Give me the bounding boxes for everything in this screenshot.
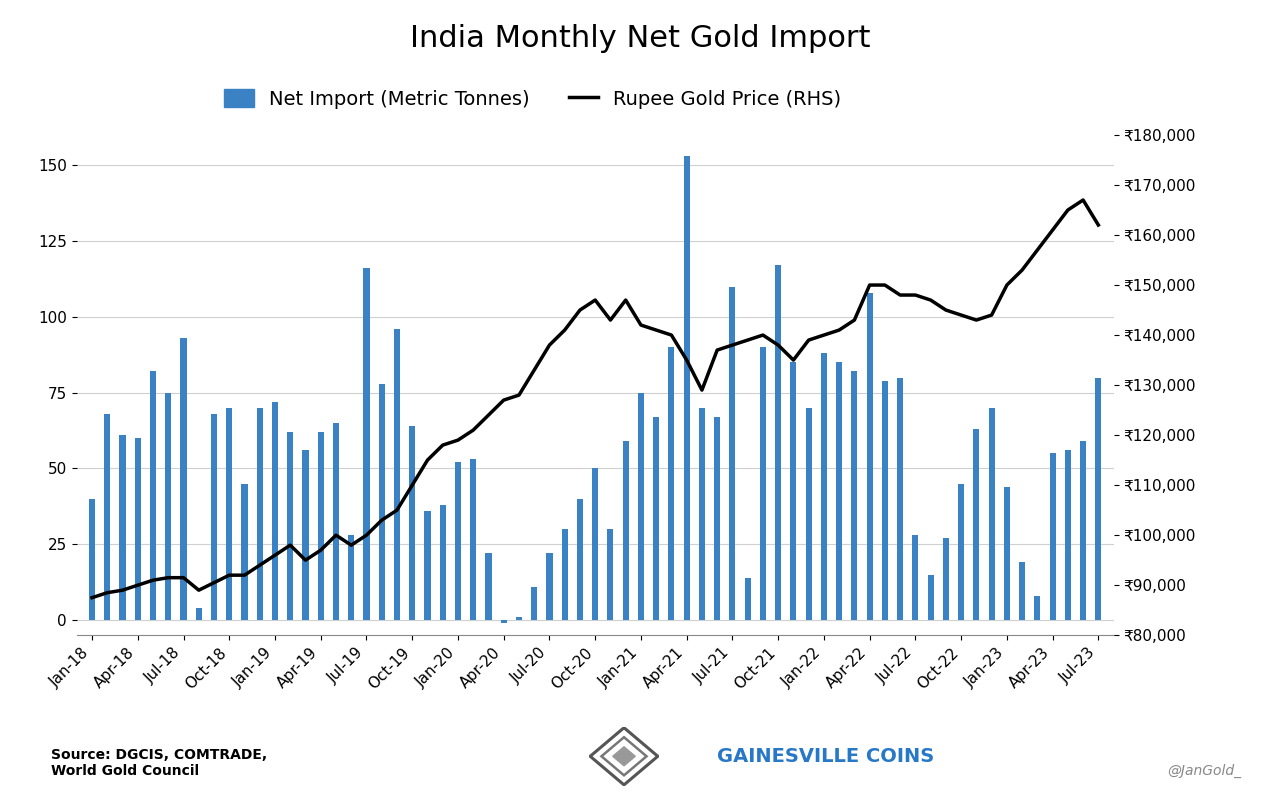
Legend: Net Import (Metric Tonnes), Rupee Gold Price (RHS): Net Import (Metric Tonnes), Rupee Gold P…	[215, 79, 851, 118]
Bar	[317, 432, 324, 620]
Bar	[684, 156, 690, 620]
Bar	[227, 408, 233, 620]
Bar	[882, 380, 888, 620]
Bar	[622, 441, 628, 620]
Bar	[805, 408, 812, 620]
Bar	[1050, 453, 1056, 620]
Bar	[134, 438, 141, 620]
Bar	[165, 393, 172, 620]
Bar	[1034, 596, 1041, 620]
Bar	[150, 372, 156, 620]
Bar	[867, 293, 873, 620]
Bar	[776, 265, 781, 620]
Bar	[333, 423, 339, 620]
Bar	[730, 287, 736, 620]
Bar	[836, 362, 842, 620]
Bar	[577, 499, 582, 620]
Bar	[593, 468, 598, 620]
Bar	[454, 462, 461, 620]
Bar	[119, 435, 125, 620]
Bar	[1019, 562, 1025, 620]
Bar	[516, 617, 522, 620]
Bar	[257, 408, 262, 620]
Bar	[973, 429, 979, 620]
Bar	[1004, 487, 1010, 620]
Bar	[668, 347, 675, 620]
Bar	[485, 553, 492, 620]
Bar	[500, 620, 507, 623]
Bar	[943, 538, 948, 620]
Bar	[714, 417, 721, 620]
Text: GAINESVILLE COINS: GAINESVILLE COINS	[717, 747, 934, 766]
Bar	[699, 408, 705, 620]
Bar	[287, 432, 293, 620]
Bar	[364, 268, 370, 620]
Bar	[1080, 441, 1087, 620]
Bar	[1065, 450, 1071, 620]
Bar	[790, 362, 796, 620]
Bar	[637, 393, 644, 620]
Bar	[1096, 377, 1101, 620]
Bar	[851, 372, 858, 620]
Bar	[271, 402, 278, 620]
Bar	[425, 511, 430, 620]
Bar	[608, 529, 613, 620]
Bar	[957, 484, 964, 620]
Bar	[379, 384, 385, 620]
Bar	[440, 505, 445, 620]
Bar	[820, 353, 827, 620]
Bar	[410, 426, 415, 620]
Bar	[547, 553, 553, 620]
Bar	[531, 587, 538, 620]
Bar	[104, 414, 110, 620]
Bar	[562, 529, 568, 620]
Text: India Monthly Net Gold Import: India Monthly Net Gold Import	[410, 24, 870, 53]
Bar	[470, 460, 476, 620]
Bar	[653, 417, 659, 620]
Bar	[302, 450, 308, 620]
Text: @JanGold_: @JanGold_	[1167, 764, 1242, 778]
Bar	[897, 377, 904, 620]
Bar	[180, 338, 187, 620]
Polygon shape	[613, 746, 635, 765]
Bar	[211, 414, 218, 620]
Bar	[242, 484, 247, 620]
Bar	[760, 347, 765, 620]
Bar	[90, 499, 95, 620]
Bar	[348, 535, 355, 620]
Bar	[745, 577, 750, 620]
Bar	[196, 608, 202, 620]
Bar	[394, 329, 401, 620]
Text: Source: DGCIS, COMTRADE,
World Gold Council: Source: DGCIS, COMTRADE, World Gold Coun…	[51, 748, 268, 778]
Bar	[988, 408, 995, 620]
Bar	[913, 535, 919, 620]
Bar	[928, 575, 933, 620]
